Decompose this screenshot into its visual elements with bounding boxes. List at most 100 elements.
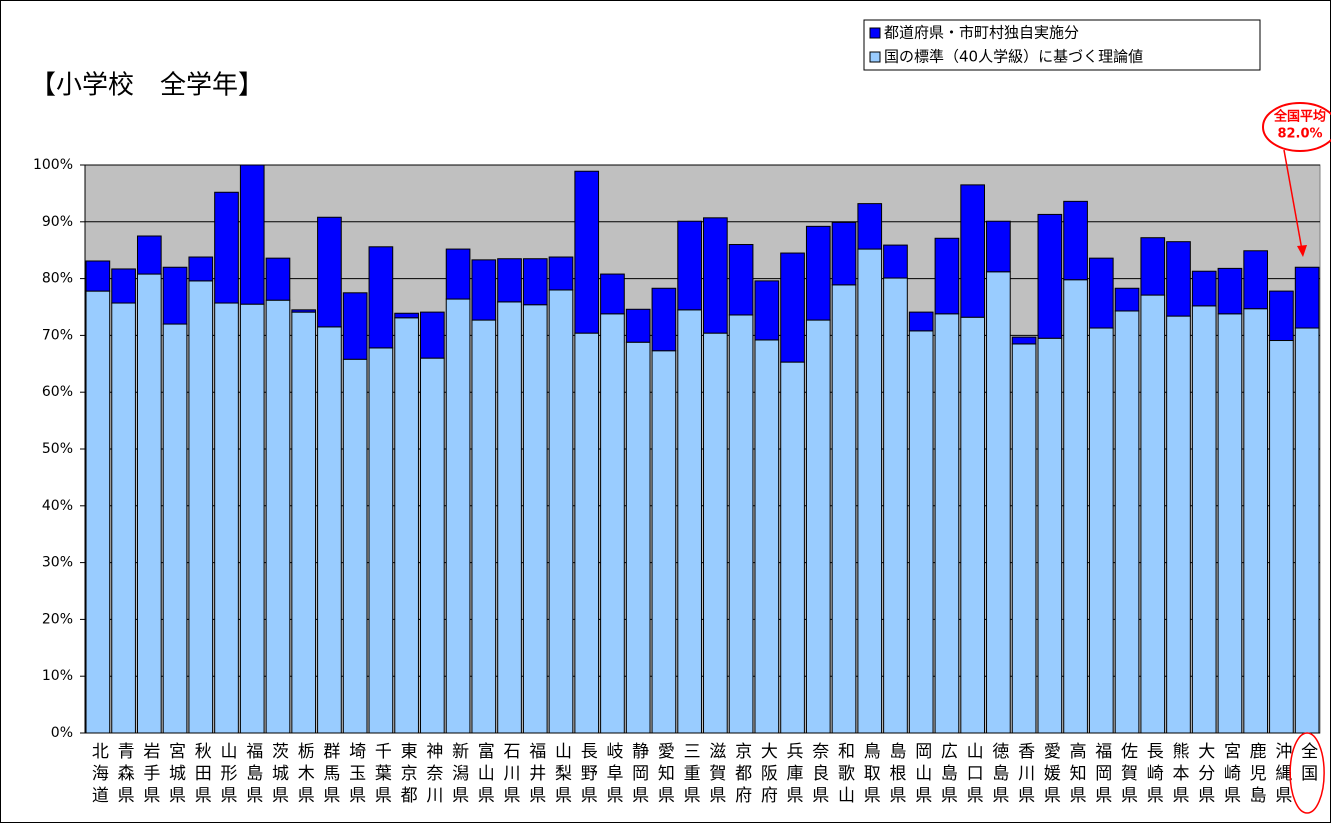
bar-segment xyxy=(188,256,214,282)
bar-segment xyxy=(497,301,522,734)
bar-segment xyxy=(754,339,780,734)
x-tick-label: 徳島県 xyxy=(988,742,1009,808)
bar-segment xyxy=(1166,315,1191,734)
bar-segment xyxy=(677,220,702,311)
bar-segment xyxy=(651,350,677,734)
bar-segment xyxy=(1114,287,1140,312)
bar-segment xyxy=(934,313,960,734)
x-tick-label: 大分県 xyxy=(1194,742,1215,808)
bar-segment xyxy=(831,221,857,286)
bar-segment xyxy=(805,319,831,734)
annotation-ellipse xyxy=(1262,102,1331,152)
bar-segment xyxy=(831,284,857,734)
bar-segment xyxy=(136,235,162,275)
bar-segment xyxy=(239,303,265,734)
x-tick-label: 青森県 xyxy=(114,742,135,808)
bar-segment xyxy=(1294,266,1320,329)
y-tick-label: 70% xyxy=(42,327,73,343)
legend-box xyxy=(863,19,1261,71)
bar-segment xyxy=(214,191,239,304)
x-tick-label: 島根県 xyxy=(885,742,906,808)
x-tick-label: 大阪府 xyxy=(757,742,778,808)
bar-segment xyxy=(497,258,522,303)
x-tick-label: 岡山県 xyxy=(911,742,932,808)
bar-segment xyxy=(1088,257,1114,329)
bar-segment xyxy=(728,244,754,316)
x-tick-label: 秋田県 xyxy=(191,742,212,808)
x-tick-label: 長野県 xyxy=(577,742,598,808)
bar-segment xyxy=(1269,290,1294,342)
bar-segment xyxy=(728,314,754,734)
bar-segment xyxy=(1063,200,1088,281)
bar-segment xyxy=(1217,313,1243,734)
x-tick-label: 鳥取県 xyxy=(860,742,881,808)
bar-segment xyxy=(1243,308,1269,734)
bar-segment xyxy=(162,266,188,325)
legend-label: 国の標準（40人学級）に基づく理論値 xyxy=(884,48,1143,66)
bar-segment xyxy=(342,358,368,734)
x-tick-label: 三重県 xyxy=(680,742,701,808)
bar-segment xyxy=(780,361,805,734)
bar-segment xyxy=(625,341,651,734)
bar-segment xyxy=(1243,250,1269,310)
x-tick-label: 兵庫県 xyxy=(783,742,804,808)
x-tick-label: 広島県 xyxy=(937,742,958,808)
bar-segment xyxy=(934,237,960,315)
annotation-arrow xyxy=(1283,149,1303,251)
bar-segment xyxy=(1294,327,1320,734)
bar-segment xyxy=(214,302,239,734)
x-tick-label: 石川県 xyxy=(500,742,521,808)
bar-segment xyxy=(162,323,188,734)
bar-segment xyxy=(780,252,805,363)
bar-segment xyxy=(677,309,702,734)
x-tick-label: 山形県 xyxy=(217,742,238,808)
y-tick-label: 30% xyxy=(42,555,73,571)
bar-segment xyxy=(317,216,342,328)
bar-segment xyxy=(574,332,600,734)
bar-segment xyxy=(1269,340,1294,734)
y-tick-label: 100% xyxy=(33,157,73,173)
bar-segment xyxy=(1011,343,1037,734)
bar-segment xyxy=(574,170,600,334)
x-tick-label: 鹿児島 xyxy=(1246,742,1267,808)
bar-segment xyxy=(136,273,162,734)
bar-segment xyxy=(960,316,985,734)
y-tick-label: 20% xyxy=(42,611,73,627)
annotation-text: 全国平均 xyxy=(1273,109,1326,125)
bar-segment xyxy=(265,299,291,734)
x-tick-label: 新潟県 xyxy=(448,742,469,808)
x-tick-label: 山口県 xyxy=(963,742,984,808)
bar-segment xyxy=(394,312,419,319)
y-tick-label: 50% xyxy=(42,441,73,457)
annotation-arrowhead xyxy=(1297,245,1307,257)
bar-segment xyxy=(1063,279,1088,734)
bar-segment xyxy=(883,244,908,279)
bar-segment xyxy=(420,311,445,359)
y-tick-label: 60% xyxy=(42,384,73,400)
x-tick-label: 長崎県 xyxy=(1143,742,1164,808)
bar-segment xyxy=(420,357,445,734)
bar-segment xyxy=(368,246,394,349)
bar-segment xyxy=(471,319,497,734)
bar-segment xyxy=(342,292,368,360)
bar-segment xyxy=(703,217,728,334)
bar-segment xyxy=(600,273,625,315)
x-tick-label: 滋賀県 xyxy=(705,742,726,808)
bar-segment xyxy=(1140,294,1166,734)
bar-segment xyxy=(703,332,728,734)
bar-segment xyxy=(1191,270,1217,307)
legend-swatch xyxy=(869,51,881,63)
bar-segment xyxy=(394,317,419,734)
x-tick-label: 福岡県 xyxy=(1091,742,1112,808)
bar-segment xyxy=(265,257,291,301)
x-tick-label: 宮城県 xyxy=(165,742,186,808)
y-tick-label: 80% xyxy=(42,271,73,287)
x-tick-label: 北海道 xyxy=(88,742,109,808)
bar-segment xyxy=(317,326,342,734)
bar-segment xyxy=(445,248,471,300)
x-tick-label: 群馬県 xyxy=(319,742,340,808)
bar-segment xyxy=(291,311,317,734)
bar-segment xyxy=(805,225,831,321)
bar-segment xyxy=(368,347,394,734)
x-tick-label: 和歌山 xyxy=(834,742,855,808)
